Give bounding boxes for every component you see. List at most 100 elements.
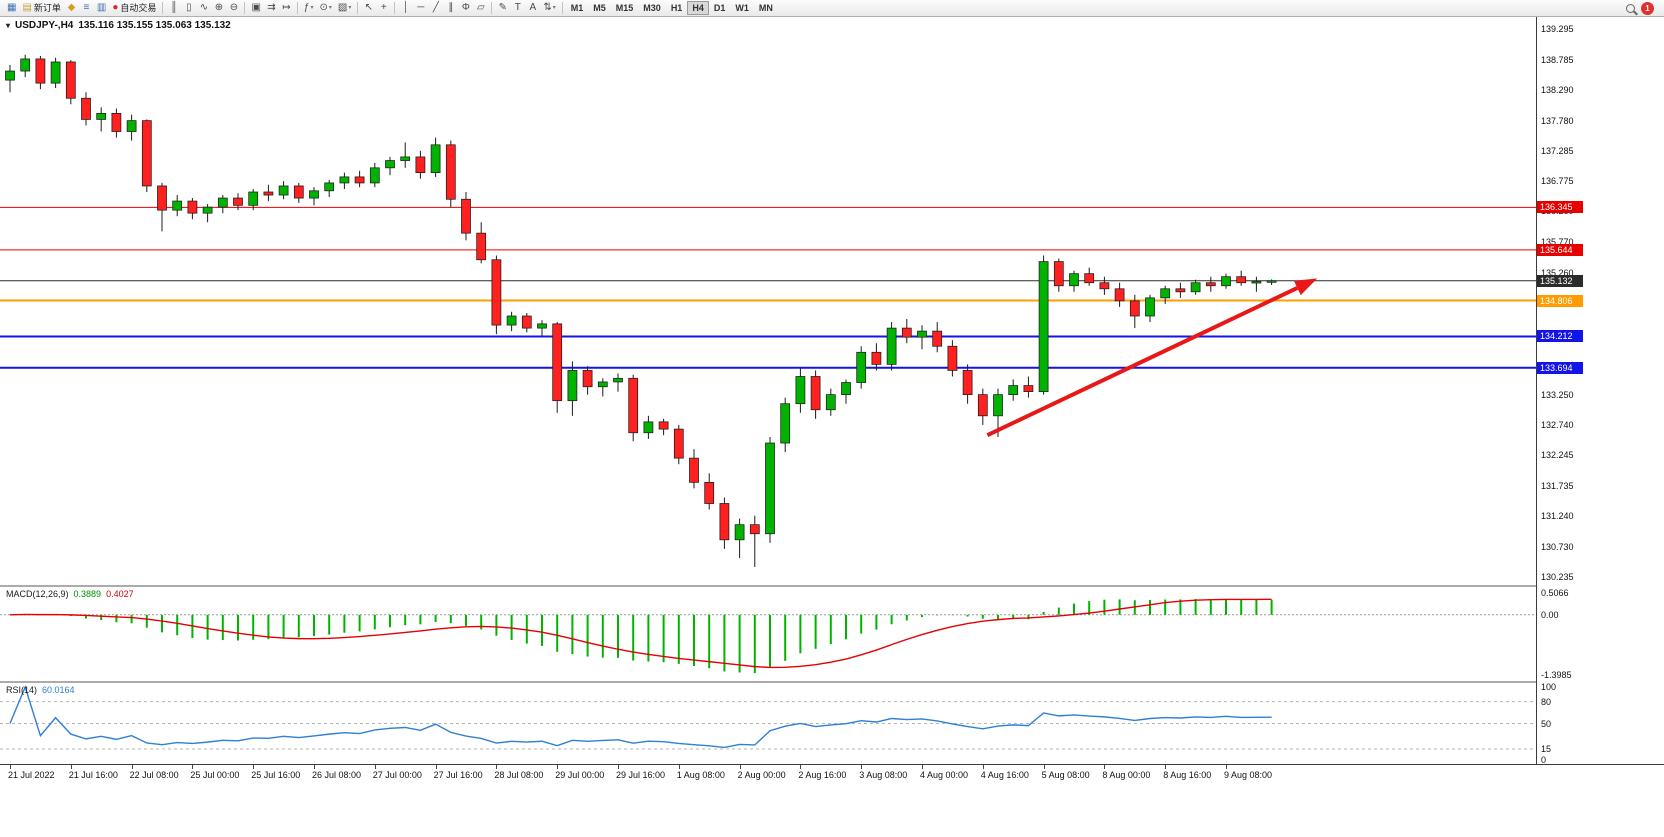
price-tag-133.694[interactable]: 133.694 <box>1537 361 1583 374</box>
new-chart-button[interactable]: ▦ <box>4 1 19 16</box>
candle-body <box>1251 281 1262 284</box>
text-label-button[interactable]: T <box>510 1 525 16</box>
price-tick: 131.240 <box>1541 511 1574 522</box>
auto-scroll-button[interactable]: ⇉ <box>264 1 279 16</box>
zoom-in-button[interactable]: ⊕ <box>211 1 226 16</box>
price-tick: 133.250 <box>1541 389 1574 400</box>
timeframe-MN[interactable]: MN <box>758 3 773 13</box>
channel-button[interactable]: ∥ <box>443 1 458 16</box>
notification-badge[interactable]: 1 <box>1641 1 1654 15</box>
objects-icon: ⇅ <box>543 2 552 13</box>
auto-trading-button[interactable]: ● 自动交易 <box>109 1 159 16</box>
chevron-down-icon[interactable]: ▾ <box>310 5 314 11</box>
rsi-plot[interactable] <box>0 683 1536 764</box>
tile-windows-button[interactable]: ▣ <box>248 1 263 16</box>
timeframe-M5[interactable]: M5 <box>593 3 606 13</box>
line-chart-button[interactable]: ∿ <box>196 1 211 16</box>
crosshair-button[interactable]: + <box>376 1 391 16</box>
indicators-button[interactable]: ƒ ▾ <box>301 1 317 16</box>
candlestick-chart-icon: ▯ <box>186 2 192 13</box>
trendline-button[interactable]: ╱ <box>428 1 443 16</box>
macd-pane[interactable]: MACD(12,26,9) 0.3889 0.4027 <box>0 587 1536 681</box>
time-tick <box>1104 765 1106 769</box>
time-tick <box>618 765 619 769</box>
templates-button[interactable]: ▧ ▾ <box>335 1 354 16</box>
candle-body <box>1266 280 1277 283</box>
candle-body <box>567 370 578 402</box>
zoom-out-button[interactable]: ⊖ <box>226 1 241 16</box>
market-watch-icon: ≡ <box>83 2 90 13</box>
time-label: 1 Aug 08:00 <box>676 770 725 780</box>
time-axis[interactable]: 21 Jul 2022 21 Jul 16:00 22 Jul 08:00 25 Ju… <box>0 764 1664 786</box>
horizontal-line-button[interactable]: ─ <box>413 1 428 16</box>
trend-arrow-line <box>986 286 1299 437</box>
candle-body <box>552 323 563 402</box>
chevron-down-icon[interactable]: ▾ <box>552 5 556 11</box>
price-tag-134.806[interactable]: 134.806 <box>1537 294 1583 307</box>
vertical-line-button[interactable]: │ <box>398 1 413 16</box>
edit-button[interactable]: ✎ <box>495 1 510 16</box>
macd-plot[interactable] <box>0 587 1536 681</box>
price-tick: 137.780 <box>1541 115 1574 126</box>
candle-body <box>1221 276 1231 287</box>
timeframe-M30[interactable]: M30 <box>643 3 661 13</box>
periods-button[interactable]: ⊙ ▾ <box>316 1 334 16</box>
time-tick <box>253 765 255 769</box>
timeframe-M15[interactable]: M15 <box>615 3 634 13</box>
rsi-pane[interactable]: RSI(14) 60.0164 <box>0 683 1536 764</box>
pane-separator[interactable] <box>0 681 1664 683</box>
price-tick: 130.730 <box>1541 542 1574 553</box>
candle-body <box>1205 282 1216 287</box>
candle-body <box>278 185 289 196</box>
search-icon[interactable] <box>1626 3 1635 13</box>
candle-body <box>1053 261 1064 287</box>
candle-body <box>293 185 304 199</box>
text-button[interactable]: A <box>525 1 540 16</box>
fibonacci-icon: Φ <box>461 2 470 13</box>
horizontal-line-icon: ─ <box>417 2 425 13</box>
chevron-down-icon[interactable]: ▾ <box>348 5 352 11</box>
timeframe-M1[interactable]: M1 <box>570 3 584 13</box>
symbol-dropdown-icon[interactable]: ▾ <box>6 21 11 30</box>
profiles-button[interactable]: ◆ <box>64 1 79 16</box>
zoom-in-icon: ⊕ <box>214 2 224 13</box>
candle-body <box>248 191 259 206</box>
candle-body <box>1099 282 1110 290</box>
candlestick-chart-button[interactable]: ▯ <box>181 1 196 16</box>
market-watch-button[interactable]: ≡ <box>79 1 94 16</box>
timeframe-H4[interactable]: H4 <box>687 1 709 15</box>
time-label: 25 Jul 16:00 <box>251 770 301 780</box>
fibonacci-button[interactable]: Φ <box>458 1 473 16</box>
price-tag-135.132[interactable]: 135.132 <box>1537 274 1583 287</box>
price-tag-135.644[interactable]: 135.644 <box>1537 243 1583 256</box>
macd-label: MACD(12,26,9) 0.3889 0.4027 <box>6 589 134 599</box>
indicators-icon: ƒ <box>303 2 310 13</box>
pane-separator[interactable] <box>0 585 1664 587</box>
timeframe-W1[interactable]: W1 <box>735 3 749 13</box>
price-tag-136.345[interactable]: 136.345 <box>1537 201 1583 214</box>
price-tag-134.212[interactable]: 134.212 <box>1537 330 1583 343</box>
macd-axis-tick: -1.3985 <box>1541 670 1572 680</box>
bar-chart-button[interactable]: ║ <box>166 1 181 16</box>
candle-body <box>111 113 122 132</box>
objects-button[interactable]: ⇅ ▾ <box>540 1 558 16</box>
candle-body <box>780 403 791 444</box>
chevron-down-icon[interactable]: ▾ <box>328 5 332 11</box>
main-chart-pane[interactable]: ▾ USDJPY-,H4 135.116 135.155 135.063 135… <box>0 17 1536 585</box>
chart-shift-button[interactable]: ↦ <box>279 1 294 16</box>
shapes-button[interactable]: ▱ <box>473 1 488 16</box>
time-label: 5 Aug 08:00 <box>1041 770 1090 780</box>
timeframe-D1[interactable]: D1 <box>713 3 726 13</box>
cursor-button[interactable]: ↖ <box>361 1 376 16</box>
price-axis[interactable]: 139.295 138.785 138.290 137.780 137.285 136.7… <box>1536 17 1664 765</box>
channel-icon: ∥ <box>448 2 454 13</box>
shapes-icon: ▱ <box>476 2 485 13</box>
data-window-button[interactable]: ▥ <box>94 1 109 16</box>
new-order-button[interactable]: ▤ 新订单 <box>19 1 63 16</box>
candle-body <box>202 206 213 214</box>
candle-body <box>643 421 654 434</box>
time-label: 8 Aug 16:00 <box>1163 770 1212 780</box>
rsi-axis-tick: 0 <box>1541 755 1547 765</box>
candlestick-chart[interactable] <box>0 17 1536 585</box>
timeframe-H1[interactable]: H1 <box>670 3 683 13</box>
